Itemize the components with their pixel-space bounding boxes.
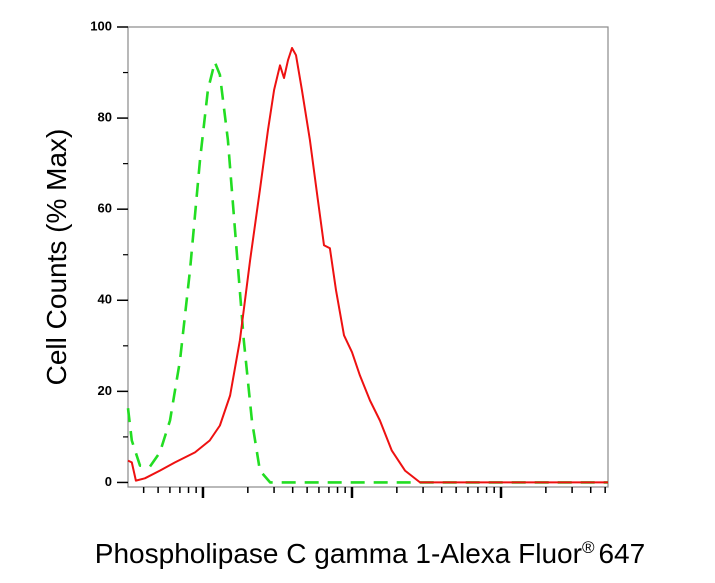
y-tick-label: 20 — [98, 383, 112, 398]
y-tick-label: 60 — [98, 201, 112, 216]
y-tick-label: 40 — [98, 292, 112, 307]
y-tick-label: 80 — [98, 110, 112, 125]
plot-frame — [127, 26, 609, 488]
y-tick-label: 0 — [105, 474, 112, 489]
x-axis-label-text: Phospholipase C gamma 1-Alexa Fluor — [95, 538, 582, 569]
x-axis-label-sup: ® — [582, 538, 595, 557]
series-line — [127, 47, 608, 484]
x-axis-label: Phospholipase C gamma 1-Alexa Fluor® 647 — [95, 538, 645, 569]
x-axis-label-end: 647 — [598, 538, 645, 569]
y-tick-label: 100 — [90, 18, 112, 33]
y-axis-label: Cell Counts (% Max) — [41, 129, 72, 386]
series-line — [126, 60, 608, 484]
